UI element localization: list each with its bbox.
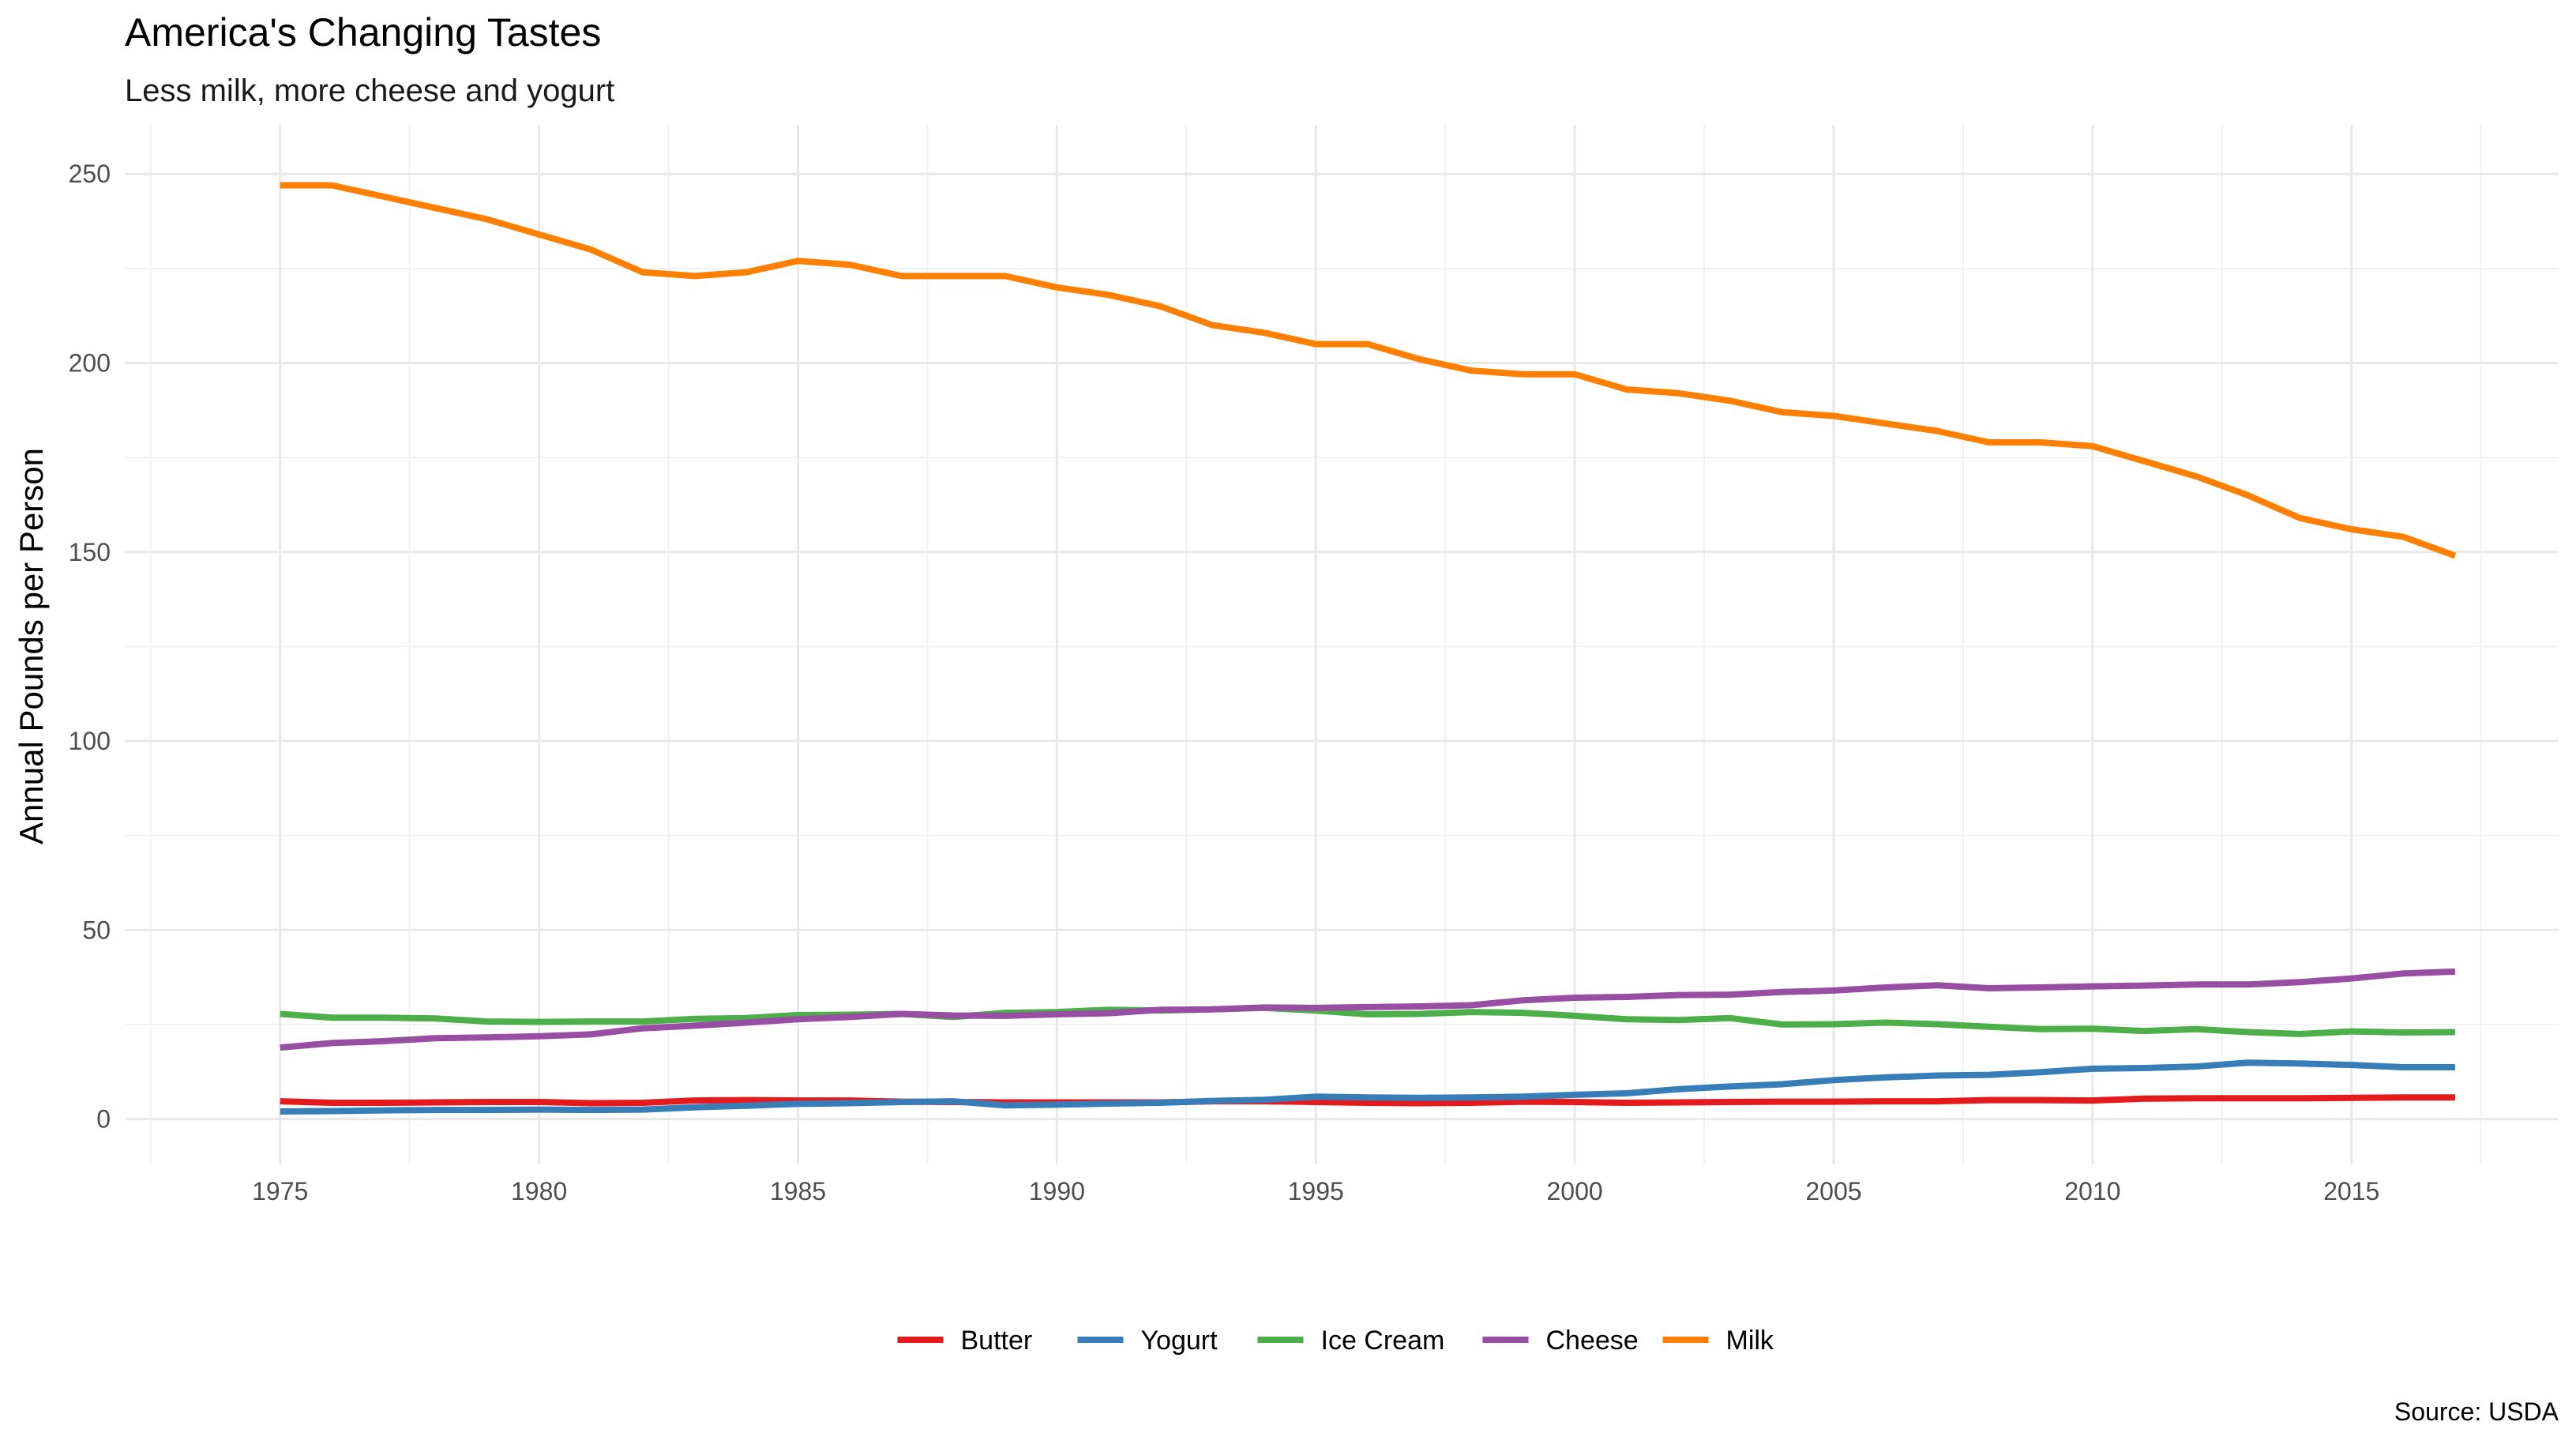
legend-label-butter: Butter: [961, 1326, 1033, 1356]
x-tick-label: 2015: [2323, 1177, 2379, 1205]
major-gridlines: [125, 125, 2559, 1164]
legend-label-ice-cream: Ice Cream: [1321, 1326, 1445, 1356]
x-tick-label: 1995: [1288, 1177, 1344, 1205]
y-axis-ticks: 0 50 100 150 200 250: [69, 160, 111, 1133]
x-tick-label: 2010: [2064, 1177, 2120, 1205]
chart-title: America's Changing Tastes: [125, 10, 601, 55]
x-tick-label: 2005: [1805, 1177, 1861, 1205]
minor-gridlines: [125, 125, 2559, 1164]
y-tick-label: 250: [69, 160, 111, 188]
legend-label-cheese: Cheese: [1546, 1326, 1639, 1356]
y-tick-label: 150: [69, 538, 111, 566]
x-tick-label: 1990: [1029, 1177, 1085, 1205]
legend-label-yogurt: Yogurt: [1141, 1326, 1219, 1356]
source-caption: Source: USDA: [2394, 1397, 2559, 1426]
series-line-ice-cream: [280, 1004, 2455, 1037]
series-line-cheese: [280, 968, 2456, 1051]
y-tick-label: 0: [96, 1105, 111, 1134]
x-axis-ticks: 1975 1980 1985 1990 1995 2000 2005 2010 2015: [252, 1177, 2379, 1205]
y-tick-label: 100: [69, 727, 111, 755]
x-tick-label: 2000: [1546, 1177, 1602, 1205]
series-line-milk: [280, 182, 2457, 559]
x-tick-label: 1985: [770, 1177, 826, 1205]
y-tick-label: 200: [69, 348, 111, 377]
legend: Butter Yogurt Ice Cream Cheese Milk: [897, 1326, 1774, 1356]
x-tick-label: 1975: [252, 1177, 308, 1205]
y-tick-label: 50: [82, 916, 111, 944]
chart-subtitle: Less milk, more cheese and yogurt: [125, 73, 614, 108]
y-axis-label: Annual Pounds per Person: [13, 448, 50, 844]
x-tick-label: 1980: [511, 1177, 567, 1205]
legend-label-milk: Milk: [1726, 1326, 1774, 1356]
series-line-yogurt: [280, 1059, 2455, 1115]
series-lines: [280, 182, 2457, 1115]
series-line-butter: [280, 1094, 2455, 1107]
